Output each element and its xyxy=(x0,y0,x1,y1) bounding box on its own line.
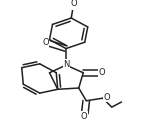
Text: O: O xyxy=(71,0,78,8)
Text: N: N xyxy=(64,60,70,69)
Text: O: O xyxy=(81,112,87,121)
Text: O: O xyxy=(99,68,105,77)
Text: O: O xyxy=(104,93,110,102)
Text: O: O xyxy=(42,38,49,47)
